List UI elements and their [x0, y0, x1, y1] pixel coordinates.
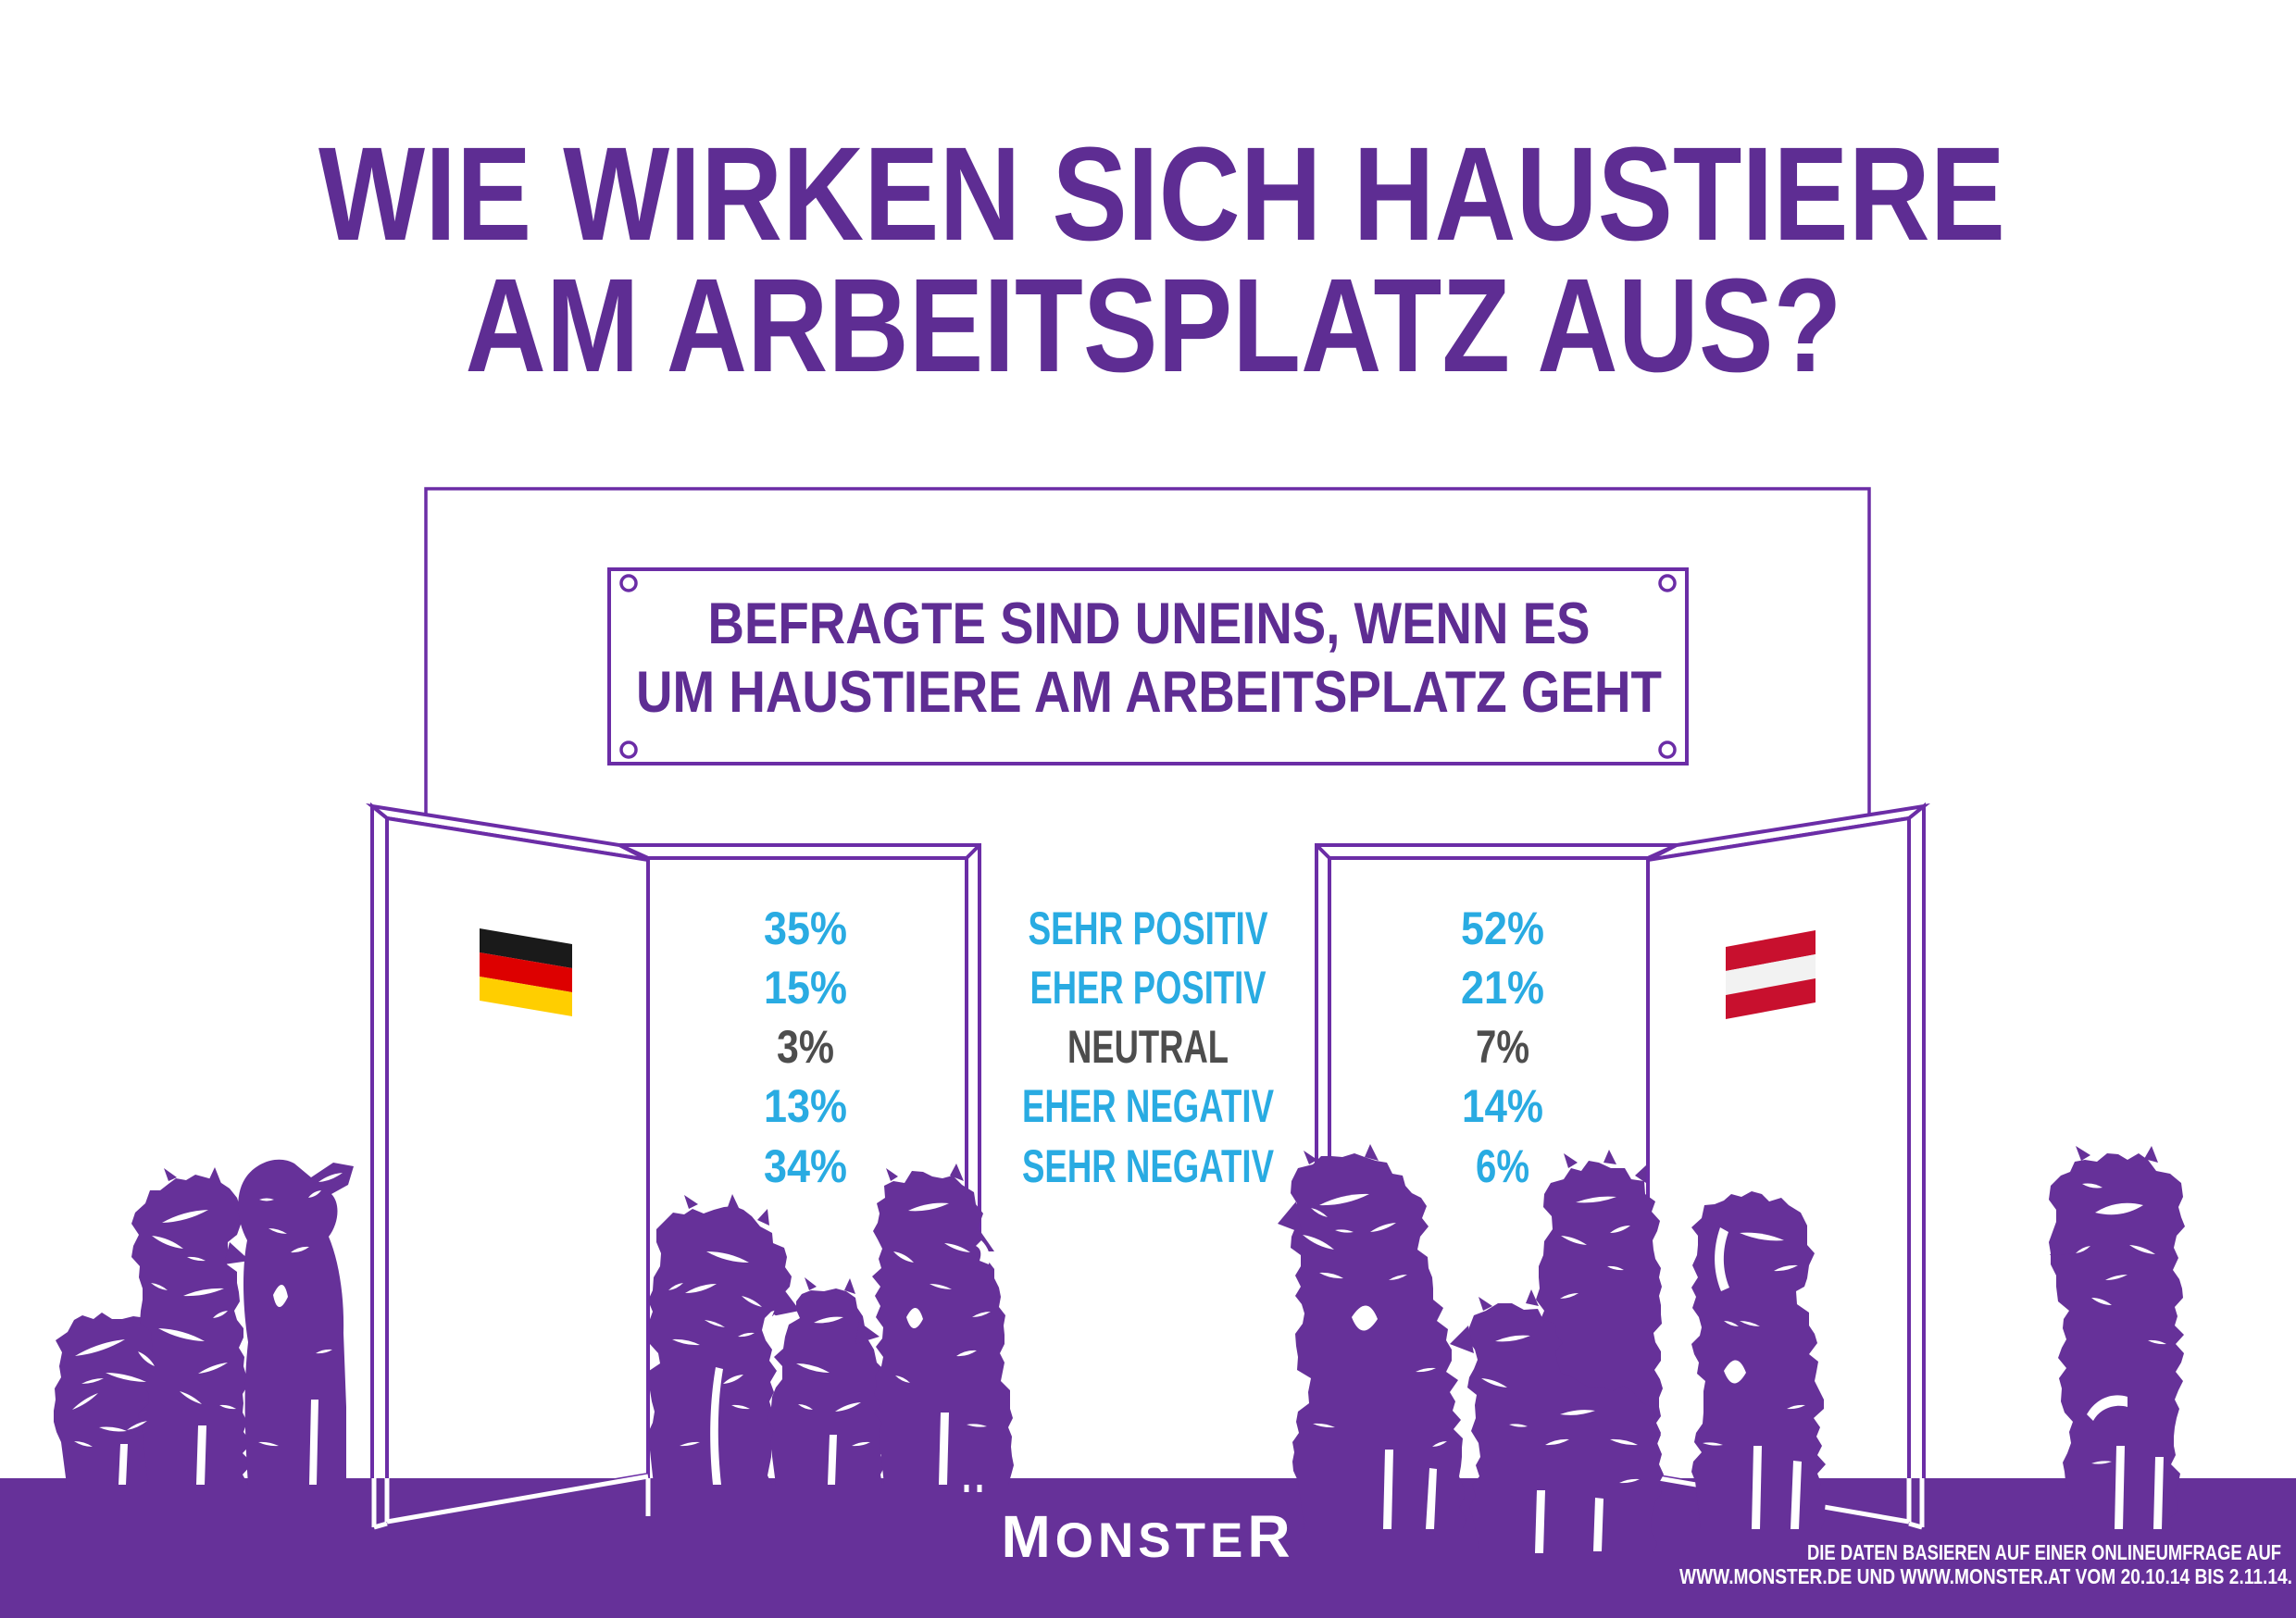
- svg-text:34%: 34%: [764, 1140, 847, 1192]
- svg-text:WWW.MONSTER.DE UND WWW.MONSTER: WWW.MONSTER.DE UND WWW.MONSTER.AT VOM 20…: [1679, 1564, 2292, 1588]
- svg-text:7%: 7%: [1476, 1021, 1529, 1073]
- svg-text:EHER NEGATIV: EHER NEGATIV: [1022, 1080, 1274, 1132]
- svg-text:35%: 35%: [764, 902, 847, 954]
- svg-text:21%: 21%: [1461, 962, 1544, 1014]
- svg-text:NEUTRAL: NEUTRAL: [1067, 1021, 1229, 1073]
- svg-text:6%: 6%: [1476, 1140, 1529, 1192]
- svg-text:14%: 14%: [1462, 1080, 1543, 1132]
- svg-text:52%: 52%: [1461, 902, 1544, 954]
- svg-text:DIE DATEN BASIEREN AUF EINER O: DIE DATEN BASIEREN AUF EINER ONLINEUMFRA…: [1807, 1540, 2281, 1564]
- svg-text:SEHR NEGATIV: SEHR NEGATIV: [1022, 1140, 1274, 1192]
- svg-text:WIE WIRKEN SICH HAUSTIERE: WIE WIRKEN SICH HAUSTIERE: [318, 119, 2005, 268]
- svg-text:13%: 13%: [764, 1080, 847, 1132]
- svg-text:SEHR POSITIV: SEHR POSITIV: [1029, 902, 1268, 954]
- svg-text:UM HAUSTIERE AM ARBEITSPLATZ G: UM HAUSTIERE AM ARBEITSPLATZ GEHT: [636, 660, 1662, 725]
- svg-text:BEFRAGTE SIND UNEINS, WENN ES: BEFRAGTE SIND UNEINS, WENN ES: [708, 591, 1591, 656]
- svg-text:AM ARBEITSPLATZ AUS?: AM ARBEITSPLATZ AUS?: [466, 251, 1842, 400]
- svg-text:3%: 3%: [777, 1021, 834, 1073]
- svg-text:15%: 15%: [764, 962, 847, 1014]
- svg-text:EHER POSITIV: EHER POSITIV: [1030, 962, 1267, 1014]
- svg-text:MONSTER: MONSTER: [1001, 1503, 1294, 1570]
